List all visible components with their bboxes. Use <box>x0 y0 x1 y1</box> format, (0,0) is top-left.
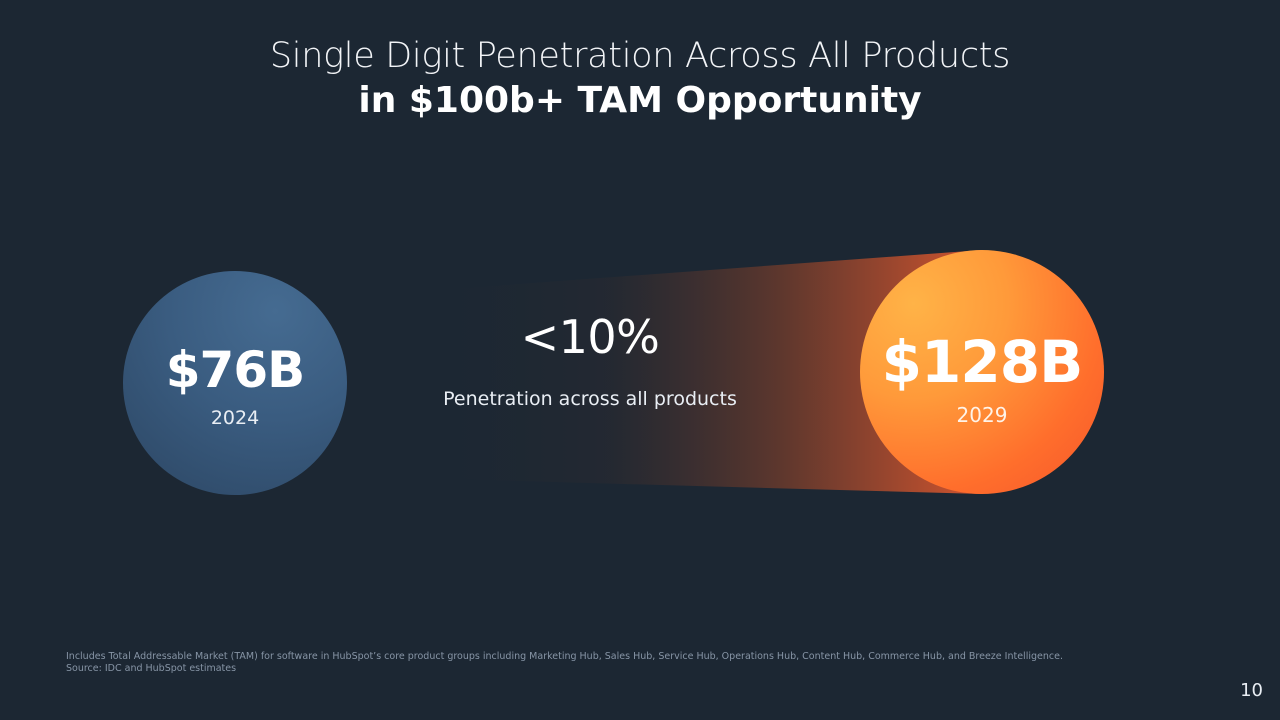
tam-2029-year: 2029 <box>956 403 1008 427</box>
tam-2024-value: $76B <box>165 341 305 399</box>
footnote-source: Source: IDC and HubSpot estimates <box>66 663 237 674</box>
tam-2024-circle: $76B 2024 <box>123 271 347 495</box>
footnote-line-1: Includes Total Addressable Market (TAM) … <box>66 651 1063 662</box>
penetration-label: Penetration across all products <box>443 388 737 410</box>
tam-2029-value: $128B <box>881 328 1084 396</box>
title-line-1: Single Digit Penetration Across All Prod… <box>269 36 1011 76</box>
tam-2029-circle: $128B 2029 <box>860 250 1104 494</box>
tam-2024-year: 2024 <box>210 407 260 429</box>
slide-title: Single Digit Penetration Across All Prod… <box>0 36 1280 121</box>
penetration-percentage: <10% <box>520 310 660 364</box>
title-line-2: in $100b+ TAM Opportunity <box>358 80 922 121</box>
footnote: Includes Total Addressable Market (TAM) … <box>66 651 1196 675</box>
page-number: 10 <box>1240 680 1263 701</box>
